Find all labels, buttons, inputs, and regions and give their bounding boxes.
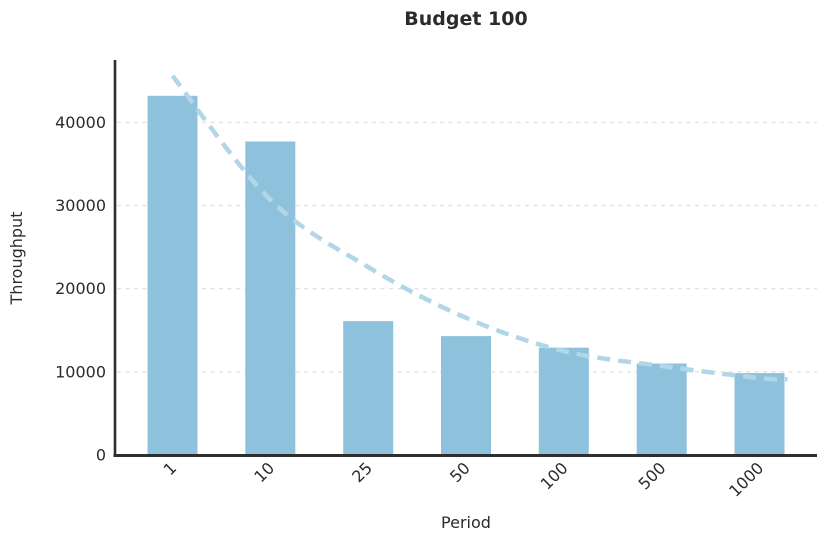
axes-spines (113, 60, 817, 457)
x-tick-label-10: 10 (250, 458, 278, 486)
gridlines (117, 121, 817, 373)
x-tick-label-25: 25 (348, 458, 376, 486)
y-tick-label-30000: 30000 (55, 196, 106, 215)
bar-50 (441, 336, 491, 455)
x-axis-label: Period (441, 513, 491, 532)
y-tick-label-20000: 20000 (55, 279, 106, 298)
bar-1 (147, 95, 198, 456)
x-tick-label-1000: 1000 (725, 458, 767, 500)
bar-series (147, 95, 785, 456)
bar-25 (343, 321, 394, 455)
y-tick-label-40000: 40000 (55, 113, 106, 132)
x-tick-label-1: 1 (160, 458, 181, 479)
x-tick-label-500: 500 (634, 458, 669, 493)
chart-title: Budget 100 (404, 8, 527, 30)
bar-10 (245, 141, 296, 455)
y-tick-label-10000: 10000 (55, 362, 106, 381)
bar-500 (636, 363, 687, 455)
x-tick-label-100: 100 (537, 458, 572, 493)
trend-line (170, 74, 788, 382)
y-tick-label-0: 0 (96, 446, 106, 465)
bar-1000 (734, 373, 785, 455)
bar-100 (538, 347, 589, 455)
x-axis-tick-labels: 1 10 25 50 100 500 1000 (160, 458, 768, 500)
y-axis-tick-labels: 0 10000 20000 30000 40000 (55, 113, 106, 465)
y-axis-label: Throughput (7, 212, 26, 306)
x-tick-label-50: 50 (446, 458, 474, 486)
